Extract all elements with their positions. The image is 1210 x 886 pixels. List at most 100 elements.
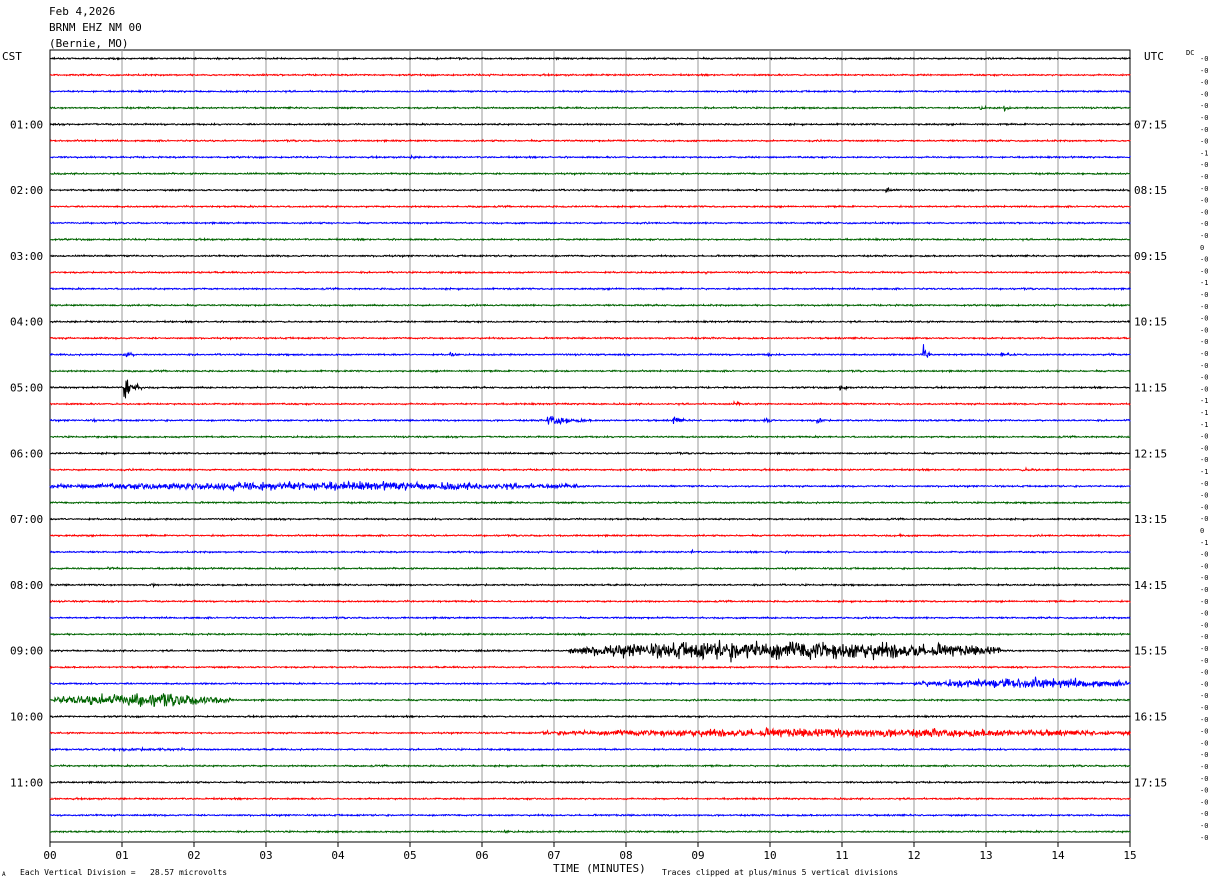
dc-offset-label: -0 — [1200, 456, 1208, 464]
dc-offset-label: -0 — [1200, 114, 1208, 122]
trace-line — [49, 516, 1131, 522]
trace-line — [50, 72, 1131, 78]
trace-line — [49, 379, 1131, 399]
x-axis-label: TIME (MINUTES) — [553, 862, 646, 875]
x-tick-label: 00 — [43, 849, 56, 862]
left-hour-label: 07:00 — [10, 513, 43, 526]
dc-offset-label: -0 — [1200, 208, 1208, 216]
left-hour-label: 01:00 — [10, 118, 43, 131]
dc-offset-label: -0 — [1200, 834, 1208, 842]
dc-offset-label: -1 — [1200, 149, 1208, 157]
clip-note: Traces clipped at plus/minus 5 vertical … — [662, 868, 899, 877]
trace-line — [49, 302, 1131, 308]
trace-line — [49, 154, 1131, 160]
dc-offset-label: -1 — [1200, 468, 1208, 476]
dc-offset-label: -0 — [1200, 610, 1208, 618]
left-hour-label: 08:00 — [10, 579, 43, 592]
dc-offset-label: -0 — [1200, 220, 1208, 228]
dc-offset-label: -1 — [1200, 279, 1208, 287]
dc-offset-label: -0 — [1200, 444, 1208, 452]
dc-offset-label: -0 — [1200, 739, 1208, 747]
right-hour-label: 11:15 — [1134, 382, 1167, 395]
dc-offset-label: -0 — [1200, 562, 1208, 570]
dc-offset-label: -0 — [1200, 256, 1208, 264]
x-tick-label: 13 — [979, 849, 992, 862]
dc-offset-label: -0 — [1200, 161, 1208, 169]
dc-offset-label: -0 — [1200, 67, 1208, 75]
trace-line — [49, 466, 1131, 472]
right-hour-label: 14:15 — [1134, 579, 1167, 592]
right-hour-label: 10:15 — [1134, 316, 1167, 329]
dc-offset-label: -0 — [1200, 326, 1208, 334]
dc-offset-label: -0 — [1200, 267, 1208, 275]
dc-offset-label: -0 — [1200, 197, 1208, 205]
header-station: BRNM EHZ NM 00 — [49, 21, 142, 34]
left-hour-label: 03:00 — [10, 250, 43, 263]
trace-line — [49, 56, 1131, 61]
x-tick-label: 05 — [403, 849, 416, 862]
trace-line — [49, 726, 1131, 739]
dc-label: DC — [1186, 49, 1195, 57]
dc-offset-label: -0 — [1200, 362, 1208, 370]
left-hour-label: 10:00 — [10, 711, 43, 724]
x-tick-label: 02 — [187, 849, 200, 862]
dc-offset-label: -0 — [1200, 798, 1208, 806]
x-tick-label: 07 — [547, 849, 560, 862]
dc-offset-label: -0 — [1200, 303, 1208, 311]
dc-offset-label: -0 — [1200, 669, 1208, 677]
trace-line — [49, 480, 1131, 493]
trace-line — [49, 615, 1131, 621]
trace-line — [49, 122, 1131, 127]
dc-offset-label: -0 — [1200, 185, 1208, 193]
trace-line — [49, 368, 1131, 374]
left-hour-label: 06:00 — [10, 447, 43, 460]
left-hour-label: 05:00 — [10, 382, 43, 395]
left-axis-title: CST — [2, 50, 22, 63]
right-axis-title: UTC — [1144, 50, 1164, 63]
trace-line — [49, 693, 1131, 707]
header-date: Feb 4,2026 — [49, 5, 116, 18]
right-hour-label: 12:15 — [1134, 447, 1167, 460]
dc-offset-label: -1 — [1200, 409, 1208, 417]
right-hour-label: 17:15 — [1134, 776, 1167, 789]
trace-line — [49, 829, 1131, 835]
dc-offset-label: -0 — [1200, 515, 1208, 523]
dc-offset-label: -0 — [1200, 787, 1208, 795]
scale-note: Each Vertical Division = 28.57 microvolt… — [20, 868, 228, 877]
dc-offset-label: -0 — [1200, 586, 1208, 594]
dc-offset-label: -0 — [1200, 338, 1208, 346]
dc-offset-label: -0 — [1200, 633, 1208, 641]
trace-line — [49, 639, 1131, 663]
trace-line — [49, 813, 1131, 818]
dc-offset-label: -0 — [1200, 350, 1208, 358]
trace-line — [49, 319, 1131, 325]
trace-line — [49, 253, 1131, 259]
dc-offset-label: -0 — [1200, 79, 1208, 87]
trace-line — [49, 138, 1131, 144]
trace-line — [49, 676, 1131, 689]
dc-offset-label: -0 — [1200, 138, 1208, 146]
dc-offset-label: -0 — [1200, 433, 1208, 441]
left-hour-label: 11:00 — [10, 776, 43, 789]
x-tick-label: 10 — [763, 849, 776, 862]
dc-offset-label: 0 — [1200, 244, 1204, 252]
trace-line — [49, 631, 1131, 637]
x-tick-label: 15 — [1123, 849, 1136, 862]
dc-offset-label: -0 — [1200, 574, 1208, 582]
trace-line — [49, 582, 1131, 589]
trace-line — [49, 335, 1131, 341]
trace-line — [49, 713, 1131, 719]
trace-line — [49, 599, 1131, 604]
dc-offset-label: -0 — [1200, 315, 1208, 323]
trace-line — [50, 780, 1131, 785]
dc-offset-label: -0 — [1200, 55, 1208, 63]
dc-offset-label: -0 — [1200, 716, 1208, 724]
trace-line — [49, 237, 1131, 242]
trace-line — [49, 204, 1131, 209]
corner-mark: A — [2, 871, 6, 878]
trace-line — [49, 451, 1131, 456]
dc-offset-label: -0 — [1200, 173, 1208, 181]
x-tick-label: 11 — [835, 849, 848, 862]
trace-line — [49, 89, 1131, 94]
